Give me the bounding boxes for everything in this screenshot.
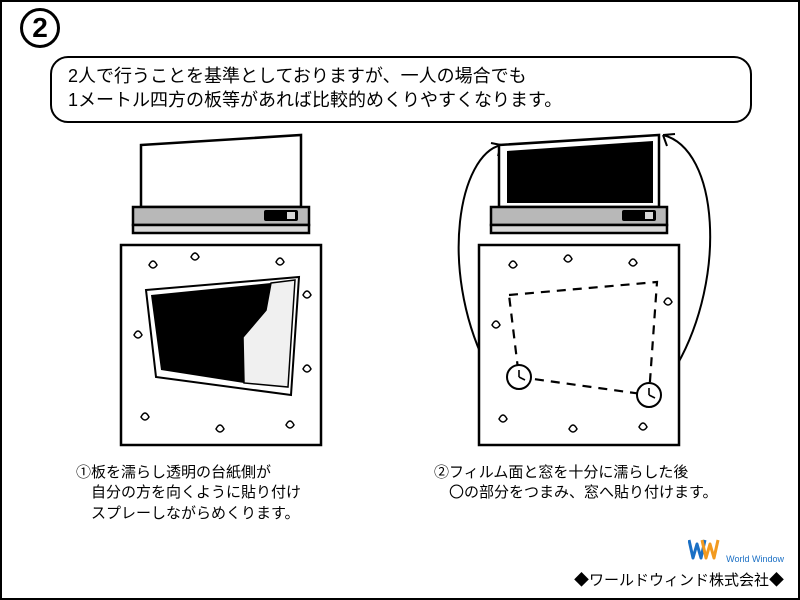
panel-right-illustration xyxy=(429,127,729,457)
car-window-filmed-icon xyxy=(491,135,667,233)
ww-logo-icon xyxy=(688,538,724,564)
company-name: ◆ワールドウィンド株式会社◆ xyxy=(574,569,784,590)
panel-left-caption: ①板を濡らし透明の台紙側が 自分の方を向くように貼り付け スプレーしながらめくり… xyxy=(76,463,366,524)
panel-right-caption: ②フィルム面と窓を十分に濡らした後 〇の部分をつまみ、窓へ貼り付けます。 xyxy=(434,463,724,504)
tip-bubble: 2人で行うことを基準としておりますが、一人の場合でも 1メートル四方の板等があれ… xyxy=(50,56,752,123)
tip-text: 2人で行うことを基準としておりますが、一人の場合でも 1メートル四方の板等があれ… xyxy=(68,66,562,110)
panel-right-caption-text: ②フィルム面と窓を十分に濡らした後 〇の部分をつまみ、窓へ貼り付けます。 xyxy=(434,464,718,501)
panel-right: ②フィルム面と窓を十分に濡らした後 〇の部分をつまみ、窓へ貼り付けます。 xyxy=(429,127,729,524)
panel-left-illustration xyxy=(71,127,371,457)
brand-logo-text: World Window xyxy=(726,555,784,564)
step-number-badge: 2 xyxy=(20,8,60,48)
wet-board-dashed-icon xyxy=(479,245,679,445)
brand-logo: World Window xyxy=(688,538,784,564)
car-window-icon xyxy=(133,135,309,233)
step-number-text: 2 xyxy=(32,12,48,43)
wet-board-icon xyxy=(121,245,321,445)
panel-row: ①板を濡らし透明の台紙側が 自分の方を向くように貼り付け スプレーしながらめくり… xyxy=(2,127,798,524)
panel-left-caption-text: ①板を濡らし透明の台紙側が 自分の方を向くように貼り付け スプレーしながらめくり… xyxy=(76,464,301,522)
panel-left: ①板を濡らし透明の台紙側が 自分の方を向くように貼り付け スプレーしながらめくり… xyxy=(71,127,371,524)
company-name-text: ◆ワールドウィンド株式会社◆ xyxy=(574,572,784,589)
